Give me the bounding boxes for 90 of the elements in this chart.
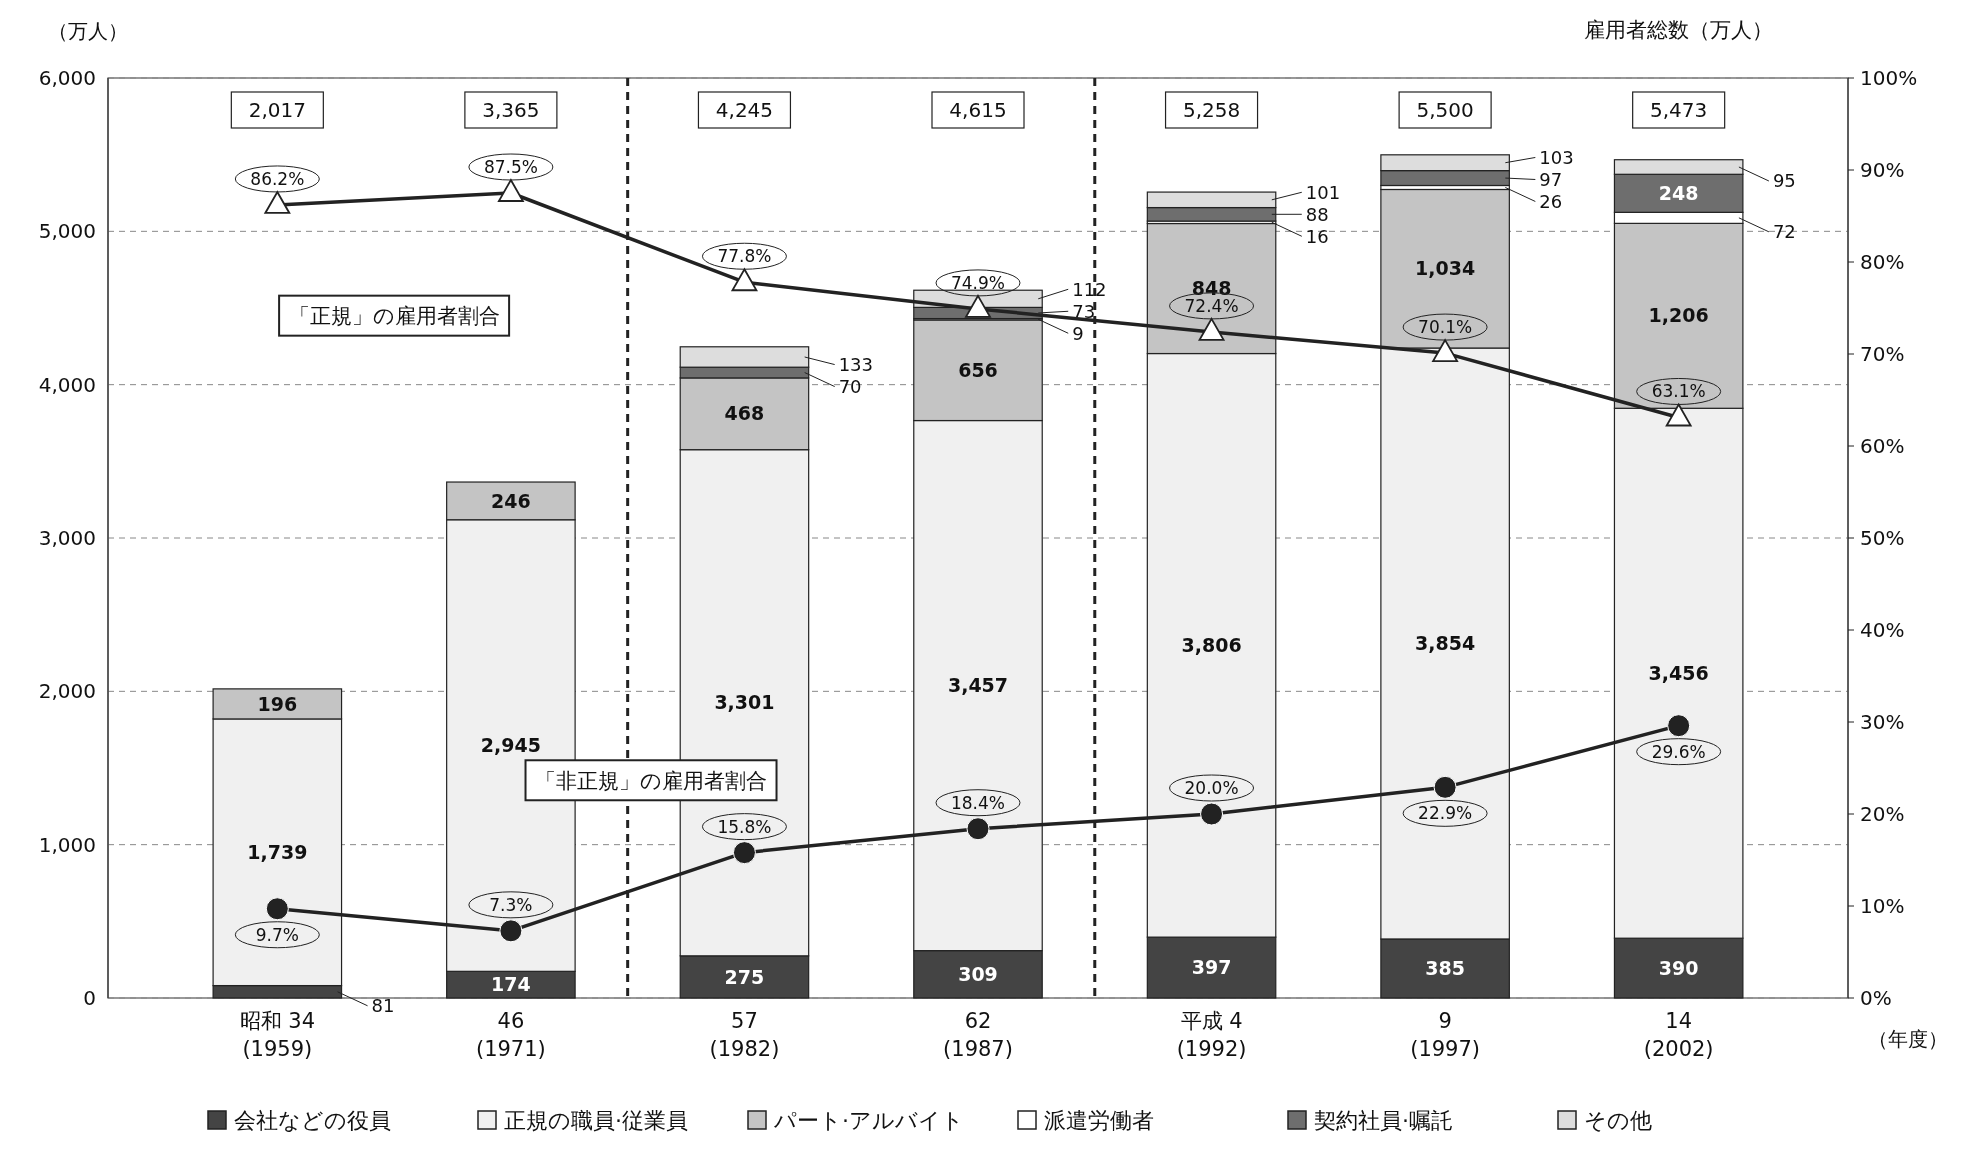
text: 雇用者総数（万人） — [1584, 18, 1774, 43]
x-tick-label: 平成 4 (1992) — [1176, 1009, 1247, 1061]
x-tick-label: 62 (1987) — [943, 1009, 1013, 1061]
data-label: 3,806 — [1181, 633, 1242, 656]
data-label: 87.5% — [483, 156, 538, 177]
data-label: 9.7% — [255, 924, 299, 945]
annotation: 「正規」の雇用者割合 — [288, 304, 500, 329]
y2-tick-label: 10% — [1860, 894, 1905, 918]
y2-tick-label: 90% — [1860, 158, 1905, 182]
y2-tick-label: 40% — [1860, 618, 1905, 642]
y2-tick-label: 30% — [1860, 710, 1905, 734]
y2-tick-label: 50% — [1860, 526, 1905, 550]
y-tick-label: 5,000 — [38, 219, 96, 244]
data-label: 248 — [1658, 181, 1699, 204]
data-label: 70.1% — [1418, 317, 1473, 338]
y2-tick-label: 60% — [1860, 434, 1905, 458]
y-tick-label: 0 — [83, 986, 96, 1010]
annotation: 5,500 — [1416, 98, 1474, 122]
y-tick-label: 2,000 — [38, 679, 96, 704]
data-label: 26 — [1539, 190, 1563, 212]
x-tick-label: 9 (1997) — [1410, 1009, 1481, 1061]
annotation: 「非正規」の雇用者割合 — [535, 768, 768, 793]
annotation: 3,365 — [482, 98, 540, 122]
data-label: 3,457 — [947, 674, 1009, 697]
data-label: 397 — [1191, 956, 1232, 979]
y-tick-label: 3,000 — [38, 526, 96, 550]
legend-label: 派遣労働者 — [1044, 1107, 1154, 1133]
data-label: 20.0% — [1184, 777, 1239, 798]
data-label: 9 — [1072, 322, 1084, 344]
y-tick-label: 4,000 — [38, 372, 96, 397]
data-label: 101 — [1305, 181, 1341, 203]
data-label: 196 — [257, 692, 298, 715]
legend-label: 契約社員·嘱託 — [1314, 1107, 1453, 1133]
data-label: 7.3% — [489, 894, 533, 915]
legend-label: その他 — [1584, 1107, 1652, 1133]
data-label: 86.2% — [250, 168, 305, 189]
data-label: 103 — [1539, 146, 1574, 168]
y2-tick-label: 100% — [1860, 66, 1918, 90]
data-label: 81 — [371, 995, 395, 1017]
y2-tick-label: 20% — [1860, 802, 1905, 826]
data-label: 309 — [958, 962, 998, 985]
y-tick-label: 6,000 — [38, 66, 96, 90]
y-axis-title: （万人） — [48, 19, 128, 43]
data-label: 385 — [1425, 957, 1465, 980]
data-label: 74.9% — [950, 272, 1006, 293]
legend-label: パート·アルバイト — [773, 1107, 964, 1133]
y2-tick-label: 0% — [1860, 986, 1892, 1010]
x-tick-label: 46 (1971) — [475, 1009, 546, 1061]
data-label: 468 — [724, 402, 765, 425]
data-label: 133 — [838, 353, 874, 375]
data-label: 3,456 — [1648, 661, 1709, 684]
legend-label: 正規の職員·従業員 — [504, 1107, 688, 1133]
data-label: 16 — [1305, 225, 1329, 247]
data-label: 1,739 — [247, 840, 308, 863]
data-label: 97 — [1539, 168, 1563, 190]
data-label: 22.9% — [1418, 803, 1473, 824]
annotation: 5,258 — [1182, 98, 1241, 122]
data-label: 2,945 — [480, 734, 541, 757]
data-label: 15.8% — [717, 816, 772, 837]
x-tick-label: 昭和 34 (1959) — [239, 1009, 316, 1061]
data-label: 656 — [958, 358, 998, 381]
data-label: 70 — [838, 375, 862, 397]
y-tick-label: 1,000 — [38, 832, 96, 857]
annotation: 4,245 — [715, 98, 774, 122]
data-label: 390 — [1658, 956, 1699, 979]
y2-tick-label: 80% — [1860, 250, 1905, 274]
data-label: 77.8% — [717, 246, 772, 267]
data-label: 72 — [1772, 221, 1796, 243]
data-label: 275 — [724, 965, 765, 988]
data-label: 3,854 — [1415, 632, 1476, 655]
data-label: 1,034 — [1415, 257, 1476, 280]
data-label: 88 — [1305, 203, 1329, 225]
x-tick-label: 57 (1982) — [709, 1009, 780, 1061]
annotation: 5,473 — [1650, 98, 1708, 122]
x-tick-label: 14 (2002) — [1643, 1009, 1714, 1061]
annotation: 2,017 — [248, 98, 306, 122]
annotation: 4,615 — [949, 98, 1007, 122]
data-label: 112 — [1072, 278, 1107, 300]
x-axis-title: （年度） — [1868, 1027, 1948, 1051]
data-label: 174 — [491, 973, 531, 996]
legend-label: 会社などの役員 — [234, 1107, 391, 1133]
data-label: 73 — [1072, 300, 1096, 322]
data-label: 3,301 — [714, 691, 775, 714]
data-label: 29.6% — [1651, 741, 1706, 762]
data-label: 1,206 — [1648, 304, 1709, 327]
data-label: 63.1% — [1651, 381, 1706, 402]
data-label: 95 — [1772, 170, 1796, 192]
data-label: 18.4% — [950, 792, 1006, 813]
data-label: 246 — [491, 489, 531, 512]
y2-tick-label: 70% — [1860, 342, 1905, 366]
